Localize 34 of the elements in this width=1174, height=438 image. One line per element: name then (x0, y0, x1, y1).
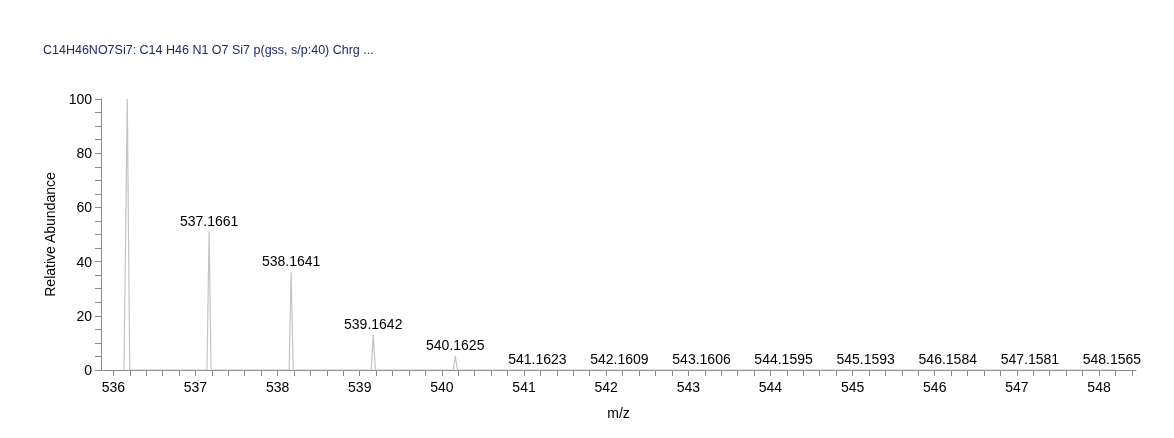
x-tick-label: 548 (1087, 379, 1111, 395)
y-tick-label: 100 (68, 91, 93, 107)
x-tick-label: 546 (923, 379, 947, 395)
x-tick-label: 547 (1005, 379, 1029, 395)
x-tick-label: 544 (758, 379, 783, 395)
annotation: 539.1642 (344, 315, 403, 332)
y-tick-label: 20 (76, 307, 93, 324)
x-tick-label: 540 (430, 379, 454, 395)
y-tick-label: 0 (84, 362, 93, 378)
annotation: 540.1625 (426, 337, 485, 354)
x-tick-label: 542 (594, 379, 619, 395)
annotation: 546.1584 (918, 351, 978, 367)
y-tick-label: 40 (76, 253, 93, 270)
y-tick-label: 80 (76, 145, 93, 162)
x-axis-title: m/z (607, 405, 630, 421)
annotation: 547.1581 (1000, 351, 1060, 367)
annotation: 537.1661 (179, 212, 239, 229)
y-axis-title: Relative Abundance (42, 172, 58, 297)
annotation: 538.1641 (261, 253, 321, 270)
annotation: 544.1595 (754, 351, 813, 367)
x-tick-label: 538 (265, 379, 290, 395)
x-tick-label: 543 (676, 379, 701, 395)
x-tick-label: 541 (512, 379, 536, 395)
x-tick-label: 537 (183, 379, 208, 395)
x-tick-label: 536 (101, 379, 126, 395)
chart-title: C14H46NO7Si7: C14 H46 N1 O7 Si7 p(gss, s/p:40) Chrg ... (43, 42, 374, 57)
annotation: 548.1565 (1082, 351, 1142, 367)
annotation: 543.1606 (672, 351, 731, 367)
x-tick-label: 539 (348, 379, 372, 395)
annotation: 545.1593 (836, 351, 896, 367)
x-tick-label: 545 (840, 379, 865, 395)
annotation: 541.1623 (508, 351, 567, 367)
annotation: 542.1609 (590, 351, 649, 367)
y-tick-label: 60 (76, 199, 93, 216)
